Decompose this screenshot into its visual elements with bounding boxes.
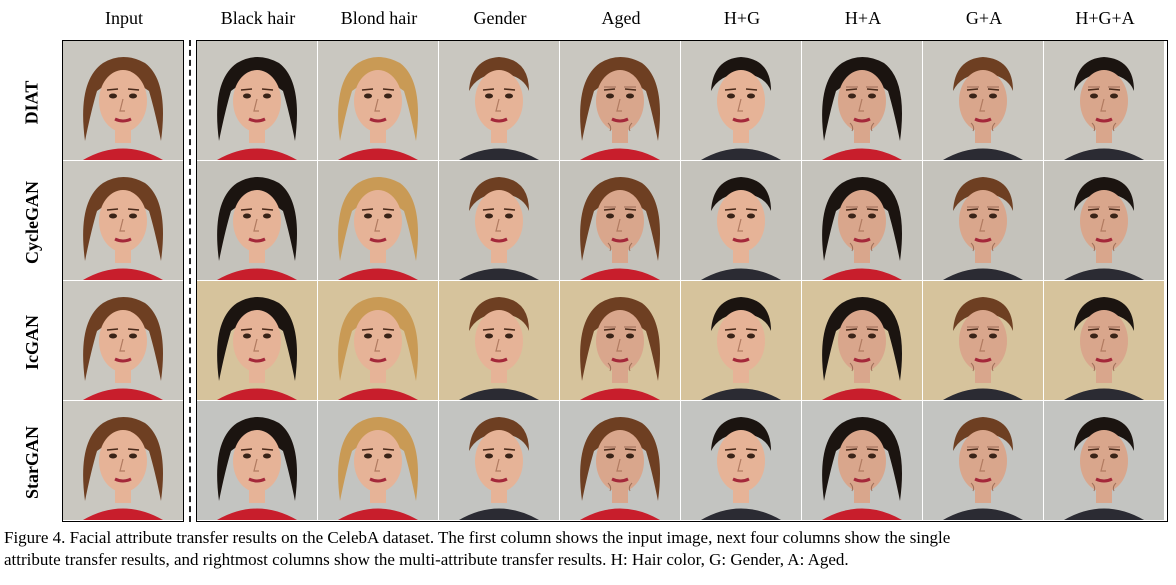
face-image-cyclegan-aged	[560, 161, 680, 280]
face-image-diat-gender	[439, 41, 559, 160]
row-label-text: DIAT	[21, 80, 42, 124]
face-image-icgan-ha	[802, 281, 922, 400]
face-image-stargan-aged	[560, 401, 680, 520]
column-header-black-hair: Black hair	[220, 8, 296, 28]
face-image-stargan-ha	[802, 401, 922, 520]
face-image-icgan-hg	[681, 281, 801, 400]
face-image-icgan-input	[63, 281, 183, 400]
results-grid-frame	[196, 40, 1168, 522]
face-image-icgan-aged	[560, 281, 680, 400]
face-image-stargan-black-hair	[197, 401, 317, 520]
face-image-diat-ga	[923, 41, 1043, 160]
caption-line-2: attribute transfer results, and rightmos…	[4, 550, 849, 569]
column-header-ha: H+A	[844, 8, 882, 28]
face-image-stargan-hg	[681, 401, 801, 520]
column-header-hga: H+G+A	[1075, 8, 1135, 28]
face-image-cyclegan-ha	[802, 161, 922, 280]
figure-caption: Figure 4. Facial attribute transfer resu…	[4, 527, 1174, 571]
caption-line-1: Figure 4. Facial attribute transfer resu…	[4, 528, 951, 547]
row-label-diat: DIAT	[2, 42, 62, 162]
face-image-stargan-hga	[1044, 401, 1164, 520]
face-image-diat-hga	[1044, 41, 1164, 160]
face-image-stargan-input	[63, 401, 183, 520]
column-header-hg: H+G	[723, 8, 761, 28]
row-label-text: StarGAN	[21, 425, 42, 499]
face-image-diat-hg	[681, 41, 801, 160]
face-image-cyclegan-ga	[923, 161, 1043, 280]
face-image-icgan-hga	[1044, 281, 1164, 400]
row-label-stargan: StarGAN	[2, 402, 62, 522]
face-image-stargan-ga	[923, 401, 1043, 520]
face-image-cyclegan-gender	[439, 161, 559, 280]
face-image-stargan-gender	[439, 401, 559, 520]
face-image-cyclegan-hg	[681, 161, 801, 280]
face-image-diat-blond-hair	[318, 41, 438, 160]
face-image-icgan-gender	[439, 281, 559, 400]
face-image-diat-ha	[802, 41, 922, 160]
face-image-icgan-blond-hair	[318, 281, 438, 400]
column-header-input: Input	[105, 8, 143, 28]
face-image-diat-input	[63, 41, 183, 160]
dashed-divider	[189, 40, 191, 522]
input-column-frame	[62, 40, 184, 522]
row-label-cyclegan: CycleGAN	[2, 162, 62, 282]
row-label-text: IcGAN	[21, 314, 42, 370]
face-image-cyclegan-hga	[1044, 161, 1164, 280]
column-header-blond-hair: Blond hair	[340, 8, 418, 28]
face-image-cyclegan-black-hair	[197, 161, 317, 280]
row-label-text: CycleGAN	[21, 180, 42, 264]
face-image-stargan-blond-hair	[318, 401, 438, 520]
face-image-cyclegan-blond-hair	[318, 161, 438, 280]
column-header-ga: G+A	[965, 8, 1003, 28]
column-header-aged: Aged	[601, 8, 641, 28]
face-image-cyclegan-input	[63, 161, 183, 280]
face-image-icgan-black-hair	[197, 281, 317, 400]
face-image-diat-black-hair	[197, 41, 317, 160]
face-image-diat-aged	[560, 41, 680, 160]
face-image-icgan-ga	[923, 281, 1043, 400]
column-header-gender: Gender	[473, 8, 527, 28]
row-label-icgan: IcGAN	[2, 282, 62, 402]
